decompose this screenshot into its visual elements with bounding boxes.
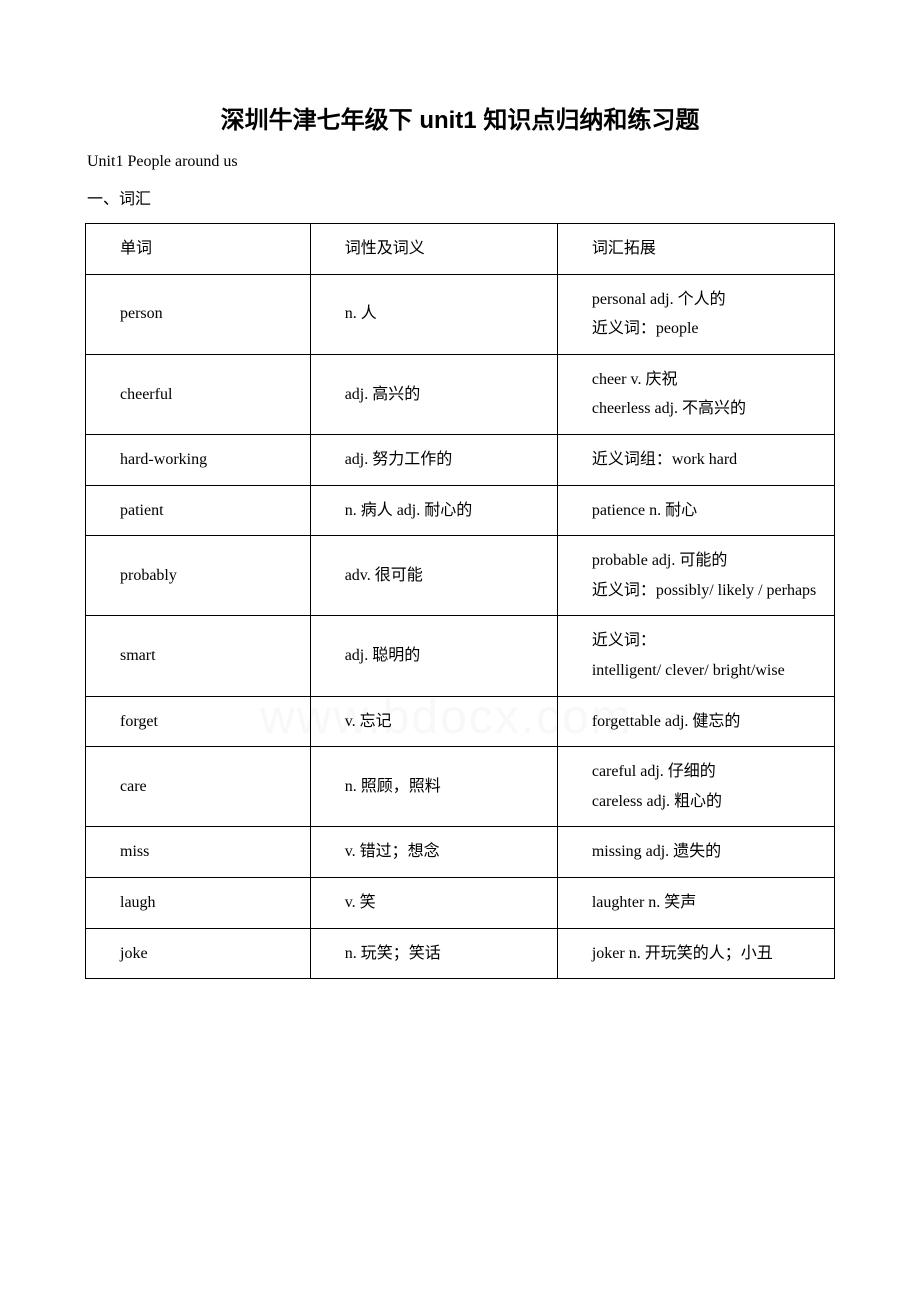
- cell-word: probably: [86, 536, 311, 616]
- cell-meaning: v. 忘记: [310, 696, 557, 747]
- cell-meaning: adj. 努力工作的: [310, 434, 557, 485]
- table-row: cheerfuladj. 高兴的cheer v. 庆祝cheerless adj…: [86, 354, 835, 434]
- expansion-line: 近义词：possibly/ likely / perhaps: [568, 576, 828, 606]
- expansion-line: probable adj. 可能的: [568, 546, 828, 576]
- cell-word: hard-working: [86, 434, 311, 485]
- table-row: hard-workingadj. 努力工作的近义词组：work hard: [86, 434, 835, 485]
- cell-expansion: careful adj. 仔细的careless adj. 粗心的: [557, 747, 834, 827]
- expansion-line: cheerless adj. 不高兴的: [568, 394, 828, 424]
- cell-expansion: forgettable adj. 健忘的: [557, 696, 834, 747]
- vocabulary-table: 单词 词性及词义 词汇拓展 personn. 人personal adj. 个人…: [85, 223, 835, 979]
- cell-expansion: cheer v. 庆祝cheerless adj. 不高兴的: [557, 354, 834, 434]
- expansion-line: 近义词组：work hard: [568, 445, 828, 475]
- table-row: missv. 错过；想念 missing adj. 遗失的: [86, 827, 835, 878]
- section-heading: 一、词汇: [87, 185, 835, 209]
- table-row: caren. 照顾，照料careful adj. 仔细的careless adj…: [86, 747, 835, 827]
- cell-expansion: 近义词：intelligent/ clever/ bright/wise: [557, 616, 834, 696]
- table-row: personn. 人personal adj. 个人的近义词：people: [86, 274, 835, 354]
- table-row: patientn. 病人 adj. 耐心的 patience n. 耐心: [86, 485, 835, 536]
- table-row: forgetv. 忘记 forgettable adj. 健忘的: [86, 696, 835, 747]
- cell-word: care: [86, 747, 311, 827]
- cell-word: miss: [86, 827, 311, 878]
- expansion-line: cheer v. 庆祝: [568, 365, 828, 395]
- cell-word: cheerful: [86, 354, 311, 434]
- cell-expansion: 近义词组：work hard: [557, 434, 834, 485]
- expansion-line: 近义词：people: [568, 314, 828, 344]
- page-title: 深圳牛津七年级下 unit1 知识点归纳和练习题: [85, 100, 835, 135]
- expansion-line: patience n. 耐心: [568, 496, 828, 526]
- expansion-line: forgettable adj. 健忘的: [568, 707, 828, 737]
- table-row: probablyadv. 很可能probable adj. 可能的近义词：pos…: [86, 536, 835, 616]
- expansion-line: careless adj. 粗心的: [568, 787, 828, 817]
- header-word: 单词: [86, 224, 311, 275]
- expansion-line: missing adj. 遗失的: [568, 837, 828, 867]
- cell-meaning: v. 笑: [310, 877, 557, 928]
- table-body: personn. 人personal adj. 个人的近义词：peopleche…: [86, 274, 835, 979]
- table-row: smartadj. 聪明的近义词：intelligent/ clever/ br…: [86, 616, 835, 696]
- cell-meaning: adj. 高兴的: [310, 354, 557, 434]
- cell-meaning: v. 错过；想念: [310, 827, 557, 878]
- cell-meaning: n. 玩笑；笑话: [310, 928, 557, 979]
- header-meaning: 词性及词义: [310, 224, 557, 275]
- cell-word: person: [86, 274, 311, 354]
- cell-meaning: n. 照顾，照料: [310, 747, 557, 827]
- cell-word: forget: [86, 696, 311, 747]
- cell-expansion: patience n. 耐心: [557, 485, 834, 536]
- subtitle: Unit1 People around us: [87, 153, 835, 171]
- expansion-line: careful adj. 仔细的: [568, 757, 828, 787]
- cell-expansion: missing adj. 遗失的: [557, 827, 834, 878]
- cell-meaning: n. 人: [310, 274, 557, 354]
- cell-word: joke: [86, 928, 311, 979]
- expansion-line: intelligent/ clever/ bright/wise: [568, 656, 828, 686]
- cell-expansion: probable adj. 可能的近义词：possibly/ likely / …: [557, 536, 834, 616]
- header-expansion: 词汇拓展: [557, 224, 834, 275]
- expansion-line: 近义词：: [568, 626, 828, 656]
- cell-meaning: adv. 很可能: [310, 536, 557, 616]
- cell-expansion: joker n. 开玩笑的人；小丑: [557, 928, 834, 979]
- cell-meaning: n. 病人 adj. 耐心的: [310, 485, 557, 536]
- cell-word: laugh: [86, 877, 311, 928]
- expansion-line: personal adj. 个人的: [568, 285, 828, 315]
- cell-expansion: personal adj. 个人的近义词：people: [557, 274, 834, 354]
- cell-word: patient: [86, 485, 311, 536]
- cell-expansion: laughter n. 笑声: [557, 877, 834, 928]
- table-row: laughv. 笑 laughter n. 笑声: [86, 877, 835, 928]
- table-header-row: 单词 词性及词义 词汇拓展: [86, 224, 835, 275]
- expansion-line: joker n. 开玩笑的人；小丑: [568, 939, 828, 969]
- table-row: joken. 玩笑；笑话 joker n. 开玩笑的人；小丑: [86, 928, 835, 979]
- cell-meaning: adj. 聪明的: [310, 616, 557, 696]
- cell-word: smart: [86, 616, 311, 696]
- expansion-line: laughter n. 笑声: [568, 888, 828, 918]
